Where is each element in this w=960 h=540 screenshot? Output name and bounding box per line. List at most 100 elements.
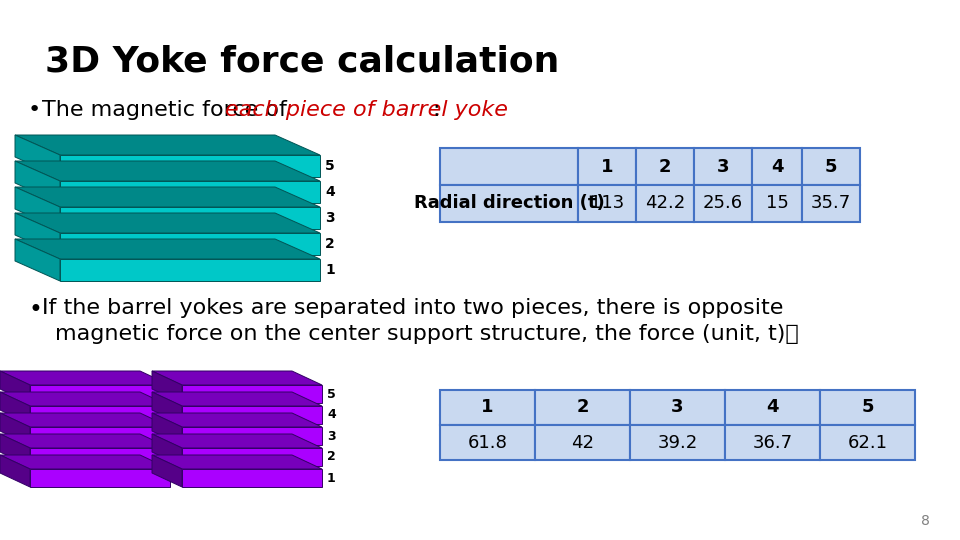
FancyBboxPatch shape [752, 148, 802, 185]
Text: 1: 1 [325, 263, 335, 277]
Text: Radial direction (t): Radial direction (t) [414, 194, 605, 213]
FancyBboxPatch shape [725, 390, 820, 425]
FancyBboxPatch shape [636, 148, 694, 185]
Polygon shape [30, 469, 170, 487]
FancyBboxPatch shape [820, 425, 915, 460]
Text: 4: 4 [325, 185, 335, 199]
Text: magnetic force on the center support structure, the force (unit, t)：: magnetic force on the center support str… [55, 324, 799, 344]
Polygon shape [182, 427, 322, 445]
Text: 3: 3 [671, 399, 684, 416]
Text: 2: 2 [327, 450, 336, 463]
Text: 5: 5 [327, 388, 336, 401]
Text: 2: 2 [325, 237, 335, 251]
Polygon shape [0, 455, 30, 487]
Polygon shape [15, 161, 320, 181]
Polygon shape [152, 392, 182, 424]
Text: The magnetic force of: The magnetic force of [42, 100, 294, 120]
Polygon shape [60, 155, 320, 177]
FancyBboxPatch shape [820, 390, 915, 425]
Polygon shape [15, 187, 320, 207]
Text: 8: 8 [922, 514, 930, 528]
Text: 2: 2 [659, 158, 671, 176]
Polygon shape [60, 259, 320, 281]
FancyBboxPatch shape [440, 185, 578, 222]
Text: 3D Yoke force calculation: 3D Yoke force calculation [45, 45, 560, 79]
Polygon shape [30, 448, 170, 466]
Text: 1: 1 [327, 471, 336, 484]
Text: 113: 113 [589, 194, 624, 213]
Text: each piece of barrel yoke: each piece of barrel yoke [225, 100, 508, 120]
Polygon shape [152, 434, 182, 466]
Text: 36.7: 36.7 [753, 434, 793, 451]
Text: •: • [28, 100, 41, 120]
FancyBboxPatch shape [440, 390, 535, 425]
Polygon shape [60, 181, 320, 203]
Polygon shape [152, 413, 182, 445]
Polygon shape [0, 392, 170, 406]
Text: 5: 5 [825, 158, 837, 176]
Text: 25.6: 25.6 [703, 194, 743, 213]
Polygon shape [60, 207, 320, 229]
FancyBboxPatch shape [630, 390, 725, 425]
FancyBboxPatch shape [535, 425, 630, 460]
Polygon shape [0, 371, 30, 403]
Text: 61.8: 61.8 [468, 434, 508, 451]
Polygon shape [30, 427, 170, 445]
Text: •: • [28, 298, 42, 322]
Polygon shape [152, 392, 322, 406]
Text: 1: 1 [481, 399, 493, 416]
Text: 1: 1 [601, 158, 613, 176]
Polygon shape [15, 239, 60, 281]
FancyBboxPatch shape [636, 185, 694, 222]
Polygon shape [182, 448, 322, 466]
Polygon shape [15, 135, 320, 155]
Polygon shape [0, 413, 30, 445]
FancyBboxPatch shape [802, 185, 860, 222]
Polygon shape [182, 385, 322, 403]
Text: :: : [432, 100, 440, 120]
Polygon shape [152, 434, 322, 448]
FancyBboxPatch shape [578, 185, 636, 222]
Polygon shape [0, 434, 170, 448]
FancyBboxPatch shape [694, 185, 752, 222]
FancyBboxPatch shape [694, 148, 752, 185]
Polygon shape [0, 392, 30, 424]
Polygon shape [30, 385, 170, 403]
Polygon shape [182, 406, 322, 424]
Text: 42: 42 [571, 434, 594, 451]
Text: 15: 15 [765, 194, 788, 213]
Polygon shape [30, 406, 170, 424]
Text: If the barrel yokes are separated into two pieces, there is opposite: If the barrel yokes are separated into t… [42, 298, 783, 318]
Text: 62.1: 62.1 [848, 434, 887, 451]
Polygon shape [60, 233, 320, 255]
Polygon shape [0, 371, 170, 385]
FancyBboxPatch shape [440, 425, 535, 460]
Text: 5: 5 [861, 399, 874, 416]
Text: 35.7: 35.7 [811, 194, 852, 213]
Text: 3: 3 [327, 429, 336, 442]
Polygon shape [152, 371, 182, 403]
Polygon shape [152, 371, 322, 385]
Text: 4: 4 [766, 399, 779, 416]
Polygon shape [15, 239, 320, 259]
FancyBboxPatch shape [725, 425, 820, 460]
Polygon shape [15, 187, 60, 229]
Polygon shape [15, 135, 60, 177]
Text: 2: 2 [576, 399, 588, 416]
Polygon shape [15, 161, 60, 203]
Text: 39.2: 39.2 [658, 434, 698, 451]
FancyBboxPatch shape [752, 185, 802, 222]
Text: 42.2: 42.2 [645, 194, 685, 213]
Polygon shape [15, 213, 60, 255]
FancyBboxPatch shape [578, 148, 636, 185]
Polygon shape [182, 469, 322, 487]
FancyBboxPatch shape [802, 148, 860, 185]
Polygon shape [152, 413, 322, 427]
Text: 3: 3 [325, 211, 335, 225]
Polygon shape [0, 413, 170, 427]
Text: 3: 3 [717, 158, 730, 176]
FancyBboxPatch shape [440, 148, 578, 185]
Polygon shape [0, 455, 170, 469]
Text: 4: 4 [327, 408, 336, 422]
Polygon shape [15, 213, 320, 233]
